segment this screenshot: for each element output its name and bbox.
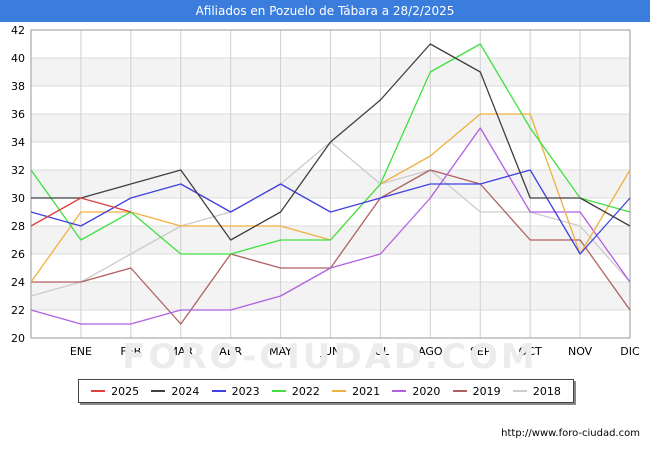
legend-label: 2020 bbox=[412, 384, 441, 398]
y-tick-label: 22 bbox=[11, 304, 25, 317]
y-tick-label: 28 bbox=[11, 220, 25, 233]
legend-label: 2023 bbox=[231, 384, 260, 398]
legend-label: 2025 bbox=[111, 384, 140, 398]
legend-label: 2021 bbox=[352, 384, 381, 398]
chart-title: Afiliados en Pozuelo de Tábara a 28/2/20… bbox=[0, 0, 650, 22]
legend-swatch bbox=[91, 390, 106, 392]
x-tick-label: DIC bbox=[620, 345, 640, 358]
series-line-2020 bbox=[30, 127, 631, 325]
y-tick-label: 26 bbox=[11, 248, 25, 261]
chart-legend: 2025 2024 2023 2022 2021 2020 2019 2018 bbox=[78, 379, 574, 403]
x-tick-label: MAY bbox=[269, 345, 292, 358]
legend-label: 2019 bbox=[472, 384, 501, 398]
x-tick-label: MAR bbox=[168, 345, 193, 358]
plot-border bbox=[30, 29, 631, 339]
y-tick-label: 34 bbox=[11, 136, 25, 149]
legend-swatch bbox=[392, 390, 407, 392]
x-tick-label: JUL bbox=[371, 345, 390, 358]
x-tick-label: AGO bbox=[418, 345, 443, 358]
legend-item-2019: 2019 bbox=[452, 384, 501, 398]
y-tick-label: 30 bbox=[11, 192, 25, 205]
x-tick-label: SEP bbox=[470, 345, 491, 358]
source-credit: http://www.foro-ciudad.com bbox=[501, 428, 640, 439]
legend-item-2024: 2024 bbox=[151, 385, 199, 398]
x-tick-label: FEB bbox=[120, 345, 141, 358]
legend-item-2021: 2021 bbox=[332, 385, 380, 398]
legend-label: 2024 bbox=[171, 384, 200, 398]
legend-swatch bbox=[512, 390, 527, 392]
y-tick-label: 32 bbox=[11, 164, 25, 177]
legend-swatch bbox=[271, 390, 286, 392]
y-tick-label: 40 bbox=[11, 52, 25, 65]
legend-item-2025: 2025 bbox=[91, 385, 139, 398]
x-tick-label: OCT bbox=[519, 345, 542, 358]
series-line-2025 bbox=[30, 197, 131, 227]
x-tick-label: ENE bbox=[70, 345, 92, 358]
legend-swatch bbox=[332, 390, 347, 392]
y-tick-label: 20 bbox=[11, 332, 25, 345]
y-tick-label: 36 bbox=[11, 108, 25, 121]
legend-item-2020: 2020 bbox=[392, 385, 440, 398]
legend-item-2018: 2018 bbox=[512, 384, 561, 398]
x-tick-label: ABR bbox=[219, 345, 242, 358]
legend-item-2023: 2023 bbox=[211, 384, 260, 398]
legend-swatch bbox=[452, 390, 467, 392]
series-line-2024 bbox=[31, 43, 631, 241]
watermark: FORO-CIUDAD.COM bbox=[122, 337, 538, 377]
legend-label: 2022 bbox=[291, 384, 320, 398]
legend-item-2022: 2022 bbox=[271, 384, 320, 398]
x-tick-label: JUN bbox=[320, 345, 341, 358]
legend-swatch bbox=[151, 390, 166, 392]
y-tick-label: 24 bbox=[11, 276, 25, 289]
x-tick-label: NOV bbox=[568, 345, 593, 358]
y-tick-label: 38 bbox=[11, 80, 25, 93]
legend-swatch bbox=[211, 390, 226, 392]
legend-label: 2018 bbox=[532, 384, 561, 398]
series-line-2023 bbox=[30, 169, 631, 255]
y-tick-label: 42 bbox=[11, 24, 25, 37]
